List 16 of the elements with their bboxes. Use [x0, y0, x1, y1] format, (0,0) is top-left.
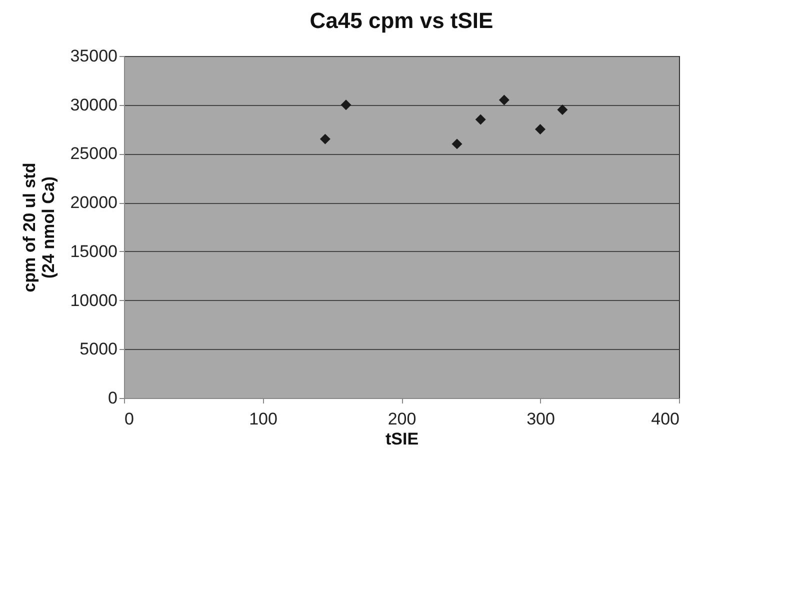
y-tick-label: 15000 [70, 242, 118, 261]
y-tick-label: 20000 [70, 193, 118, 212]
y-tick-label: 35000 [70, 46, 118, 66]
y-tick-label: 25000 [70, 144, 118, 164]
y-tick-label: 0 [108, 388, 118, 408]
x-tick-label: 100 [249, 410, 278, 428]
x-tick-label: 300 [526, 410, 555, 428]
y-tick-label: 5000 [80, 340, 118, 359]
y-tick-label: 10000 [70, 290, 118, 310]
y-tick-label: 30000 [70, 95, 118, 114]
x-axis-title: tSIE [385, 430, 419, 448]
chart-title: Ca45 cpm vs tSIE [310, 8, 494, 33]
x-tick-label: 200 [388, 410, 416, 428]
y-axis-title: cpm of 20 ul std (24 nmol Ca) [20, 162, 58, 292]
x-tick-label: 400 [651, 410, 680, 428]
x-tick-label: 0 [124, 410, 134, 428]
